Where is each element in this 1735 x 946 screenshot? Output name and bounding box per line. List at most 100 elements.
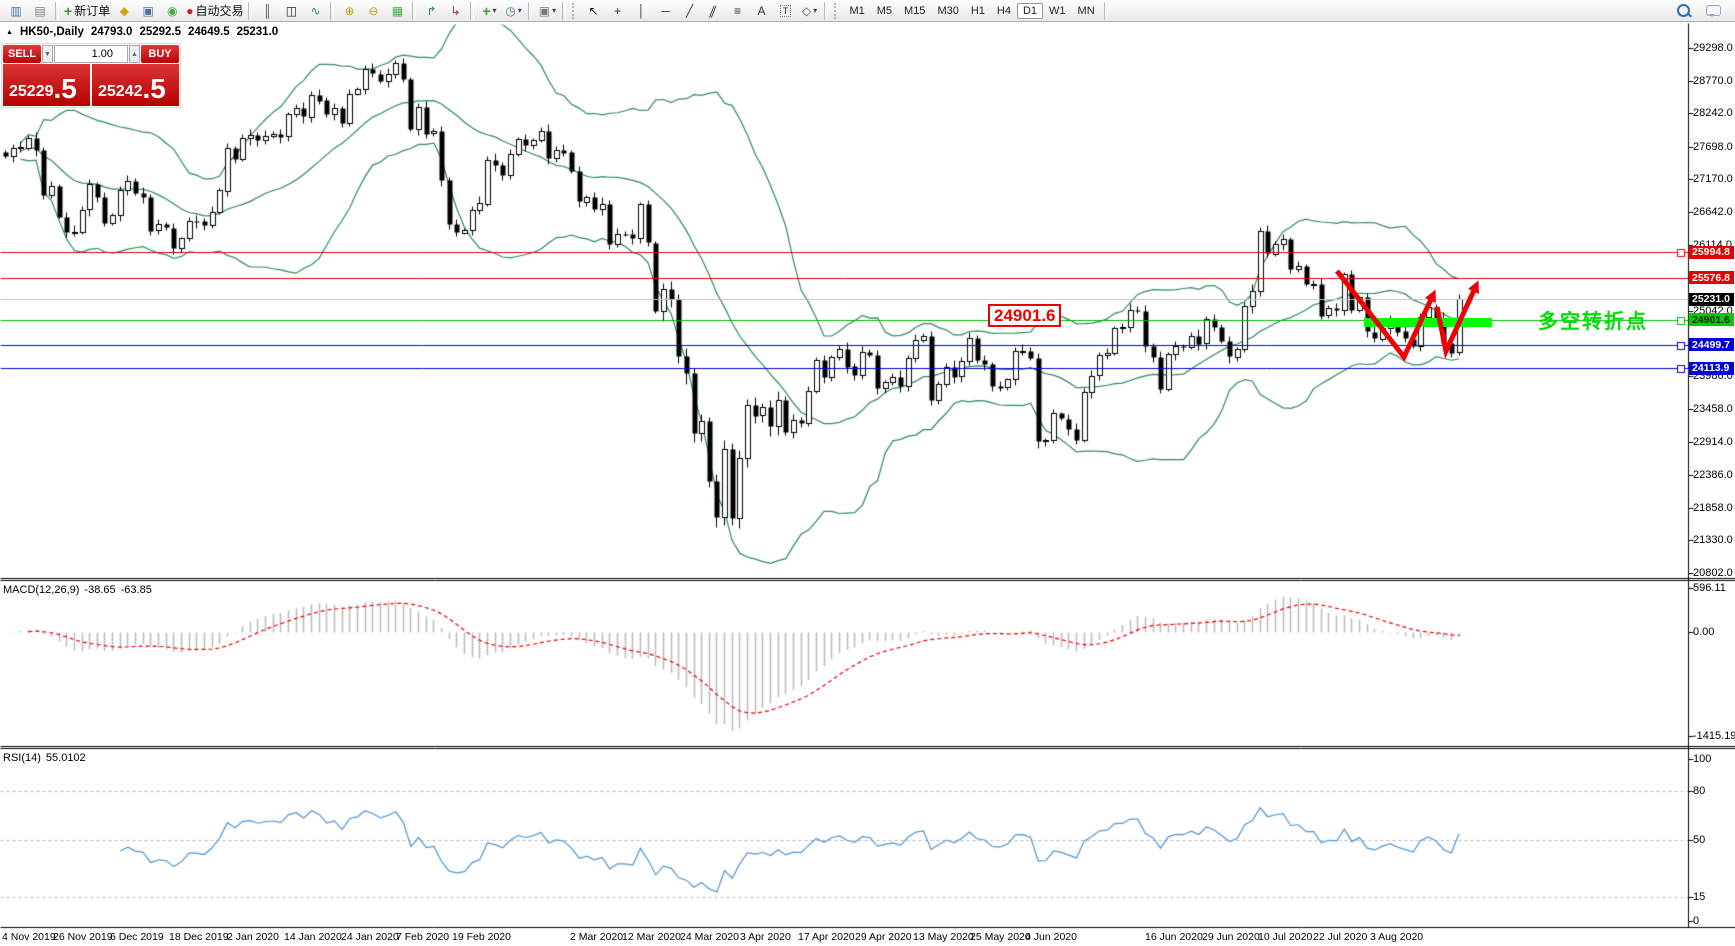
text-icon: A	[757, 3, 766, 18]
terminal-icon[interactable]: ▣	[136, 1, 160, 21]
timeframe-d1[interactable]: D1	[1016, 2, 1044, 19]
text-label-icon: T	[779, 4, 792, 17]
price-annotation-label[interactable]: 24901.6	[988, 304, 1062, 327]
channel-icon[interactable]: ∥	[701, 1, 725, 21]
metaeditor-icon[interactable]: ◆	[112, 1, 136, 21]
channel-icon: ∥	[707, 3, 720, 18]
chevron-down-icon: ▾	[813, 6, 818, 15]
periods-icon: ◷	[505, 3, 516, 18]
turning-point-annotation: 多空转折点	[1538, 311, 1648, 333]
trendline-icon[interactable]: ╱	[677, 1, 701, 21]
crosshair-icon: +	[613, 3, 621, 18]
timeframe-m1[interactable]: M1	[849, 4, 865, 17]
rsi-value: 55.0102	[45, 752, 86, 764]
symbol-marker-icon: ▲	[6, 28, 13, 36]
indicators-icon[interactable]: ↱	[419, 1, 443, 21]
indicators-icon: ↱	[426, 3, 437, 18]
chevron-down-icon: ▾	[492, 6, 497, 15]
autotrading-icon[interactable]: ● 自动交易	[184, 1, 245, 21]
zoom-out-icon: ⊖	[368, 3, 379, 18]
cursor-icon: ↖	[588, 3, 599, 18]
autotrading-label: 自动交易	[195, 4, 244, 18]
chat-icon[interactable]	[1701, 1, 1725, 21]
support-highlight-bar	[1364, 318, 1492, 327]
zoom-out-icon[interactable]: ⊖	[361, 1, 385, 21]
macd-name: MACD(12,26,9)	[3, 584, 80, 596]
timeframe-m30[interactable]: M30	[937, 4, 959, 17]
indicator-windows-icon: ↳	[450, 3, 461, 18]
profiles-icon[interactable]: ▤	[28, 1, 52, 21]
zoom-in-icon[interactable]: ⊕	[337, 1, 361, 21]
vertical-line-icon[interactable]: │	[629, 1, 653, 21]
one-click-panel: SELL ▼ 1.00 ▲ BUY 25229 .5 25242 .5	[2, 44, 180, 107]
sell-price-main: 25229	[9, 83, 54, 100]
horizontal-line-icon: ─	[661, 3, 670, 18]
line-chart-icon: ∿	[310, 3, 321, 18]
quote-high: 25292.5	[139, 26, 182, 38]
buy-price-frac: .5	[142, 73, 166, 104]
candlestick-chart-icon[interactable]: ◫	[279, 1, 303, 21]
templates-icon: ▣	[538, 3, 551, 18]
bar-chart-icon[interactable]: ║	[255, 1, 279, 21]
horizontal-line-icon[interactable]: ─	[653, 1, 677, 21]
rsi-name: RSI(14)	[3, 752, 41, 764]
templates-icon[interactable]: ▣ ▾	[535, 1, 559, 21]
text-icon[interactable]: A	[749, 1, 773, 21]
autotrading-icon: ●	[186, 3, 194, 18]
timeframe-w1[interactable]: W1	[1049, 4, 1066, 17]
rsi-indicator-label: RSI(14) 55.0102	[3, 752, 86, 764]
line-chart-icon[interactable]: ∿	[303, 1, 327, 21]
buy-price[interactable]: 25242 .5	[92, 64, 179, 106]
sell-price-frac: .5	[53, 73, 77, 104]
new-chart-icon: ▥	[10, 3, 22, 18]
chevron-down-icon: ▾	[517, 6, 522, 15]
signals-icon[interactable]: ◉	[160, 1, 184, 21]
timeframe-m15[interactable]: M15	[904, 4, 926, 17]
tile-windows-icon[interactable]: ▦	[385, 1, 409, 21]
new-order-icon[interactable]: + 新订单	[62, 1, 112, 21]
add-indicator-icon: +	[482, 2, 491, 19]
symbol-title: HK50-,Daily	[19, 26, 84, 38]
periods-icon[interactable]: ◷ ▾	[501, 1, 525, 21]
arrows-icon[interactable]: ◇ ▾	[797, 1, 821, 21]
buy-button[interactable]: BUY	[141, 45, 179, 63]
sell-button[interactable]: SELL	[3, 45, 41, 63]
search-icon[interactable]	[1671, 1, 1695, 21]
timeframe-h4[interactable]: H4	[996, 4, 1011, 17]
crosshair-icon[interactable]: +	[605, 1, 629, 21]
fibonacci-icon[interactable]: ≡	[725, 1, 749, 21]
bar-chart-icon: ║	[263, 3, 272, 18]
terminal-icon: ▣	[142, 3, 154, 18]
buy-price-main: 25242	[98, 83, 143, 100]
new-chart-icon[interactable]: ▥	[4, 1, 28, 21]
signals-icon: ◉	[166, 3, 178, 18]
timeframe-mn[interactable]: MN	[1077, 4, 1095, 17]
zoom-in-icon: ⊕	[344, 3, 355, 18]
candlestick-chart-icon: ◫	[285, 3, 298, 18]
chevron-down-icon: ▾	[552, 6, 557, 15]
text-label-icon[interactable]: T	[773, 1, 797, 21]
chart-quote-title: ▲ HK50-,Daily 24793.0 25292.5 24649.5 25…	[6, 26, 278, 38]
arrows-icon: ◇	[801, 3, 812, 18]
fibonacci-icon: ≡	[733, 3, 741, 18]
macd-indicator-label: MACD(12,26,9) -38.65 -63.85	[3, 584, 152, 596]
vertical-line-icon: │	[637, 3, 646, 18]
indicator-windows-icon[interactable]: ↳	[443, 1, 467, 21]
new-order-label: 新订单	[74, 4, 111, 18]
timeframe-m5[interactable]: M5	[876, 4, 893, 17]
new-order-icon: +	[64, 2, 73, 19]
timeframe-h1[interactable]: H1	[970, 4, 985, 17]
cursor-icon[interactable]: ↖	[581, 1, 605, 21]
quote-open: 24793.0	[90, 26, 133, 38]
macd-value-main: -38.65	[84, 584, 116, 596]
add-indicator-icon[interactable]: + ▾	[477, 1, 501, 21]
volume-down-button[interactable]: ▼	[42, 45, 53, 63]
macd-value-signal: -63.85	[120, 584, 152, 596]
volume-input[interactable]: 1.00	[54, 45, 128, 63]
volume-up-button[interactable]: ▲	[129, 45, 140, 63]
quote-close: 25231.0	[236, 26, 279, 38]
sell-price[interactable]: 25229 .5	[3, 64, 90, 106]
metaeditor-icon: ◆	[119, 3, 129, 18]
